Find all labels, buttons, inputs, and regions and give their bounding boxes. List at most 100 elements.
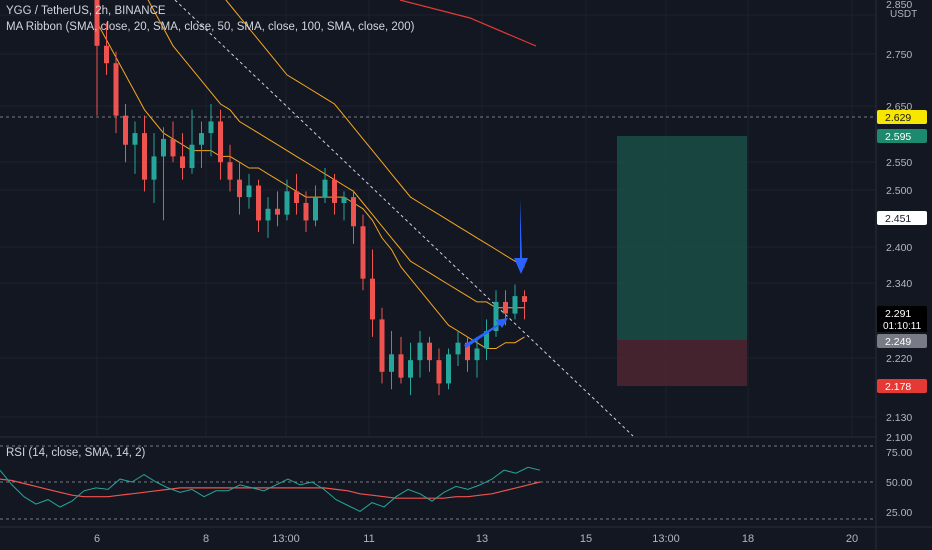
rsi-tick: 75.00 — [886, 447, 912, 459]
candle-body — [522, 296, 527, 302]
tag-2629: 2.629 — [885, 112, 911, 124]
stop-zone — [617, 340, 747, 386]
tag-2249-bg — [877, 334, 927, 348]
price-tick: 2.130 — [886, 412, 912, 424]
annotations — [464, 198, 528, 348]
candle-body — [398, 354, 404, 378]
price-tick: 2.340 — [886, 278, 912, 290]
candle-body — [218, 121, 223, 163]
candle-body — [94, 0, 100, 46]
ma-100-line — [225, 0, 525, 268]
tag-2451-bg — [877, 211, 927, 225]
candle-body — [503, 301, 508, 314]
countdown: 01:10:11 — [883, 321, 922, 332]
time-tick: 11 — [363, 533, 374, 545]
tag-2178: 2.178 — [885, 381, 911, 393]
candle-body — [341, 197, 347, 203]
candle-body — [123, 115, 128, 145]
candle-body — [265, 208, 271, 221]
tag-current-bg — [877, 306, 927, 320]
tag-current: 2.291 — [885, 308, 911, 320]
price-axis: 2.8502.7502.6502.5502.5002.4002.3402.220… — [877, 0, 927, 444]
rsi-line — [0, 466, 541, 512]
candle-body — [303, 202, 309, 221]
ma-20-line — [96, 22, 525, 349]
candle-body — [493, 301, 499, 332]
price-axis-bg — [876, 0, 932, 550]
candle-body — [379, 319, 385, 372]
down-arrow-icon — [514, 198, 528, 274]
target-zone — [617, 136, 747, 340]
candle-body — [227, 162, 233, 180]
rsi-tick: 25.00 — [886, 507, 912, 519]
rsi-title[interactable]: RSI (14, close, SMA, 14, 2) — [6, 447, 146, 459]
indicator-title[interactable]: MA Ribbon (SMA, close, 20, SMA, close, 5… — [6, 21, 415, 33]
candle-body — [322, 179, 328, 198]
candle-body — [256, 185, 261, 221]
candle-body — [189, 144, 195, 169]
candle-body — [370, 278, 375, 320]
time-axis: 6 8 13:00 11 13 15 13:00 18 20 — [94, 533, 858, 545]
candle-body — [313, 197, 318, 221]
candle-body — [161, 138, 166, 157]
time-tick: 18 — [742, 533, 754, 545]
rsi-axis: 75.00 50.00 25.00 — [886, 447, 912, 519]
candle-body — [436, 360, 442, 384]
candle-body — [132, 133, 138, 145]
time-tick: 8 — [203, 533, 209, 545]
time-tick: 15 — [580, 533, 592, 545]
candle-body — [446, 354, 451, 384]
price-tick: 2.220 — [886, 353, 912, 365]
time-tick: 13:00 — [272, 533, 300, 545]
candle-body — [427, 342, 432, 361]
candle-body — [294, 191, 299, 203]
tag-2451: 2.451 — [885, 213, 911, 225]
tag-2595-bg — [877, 129, 927, 143]
candle-body — [351, 197, 356, 227]
candle-body — [170, 138, 176, 157]
tag-2595: 2.595 — [885, 131, 911, 143]
candle-body — [455, 342, 461, 355]
candle-body — [284, 191, 290, 215]
ma-ribbon — [96, 0, 537, 349]
candle-body — [275, 208, 280, 215]
candle-body — [180, 156, 185, 169]
tag-2178-bg — [877, 379, 927, 393]
time-tick: 13:00 — [652, 533, 680, 545]
candle-body — [113, 63, 119, 116]
candle-body — [389, 354, 394, 372]
candle-body — [360, 226, 366, 279]
candle-body — [199, 133, 204, 145]
ma-50-line — [147, 0, 525, 309]
rsi-pane — [0, 466, 541, 512]
candle-body — [151, 156, 157, 180]
candle-body — [465, 342, 470, 361]
price-tick: 2.550 — [886, 157, 912, 169]
candles — [94, 0, 527, 396]
candle-body — [484, 331, 489, 349]
tag-2249: 2.249 — [885, 336, 911, 348]
countdown-bg — [877, 319, 927, 332]
candle-body — [408, 360, 413, 378]
trend-line — [174, 0, 634, 437]
candle-body — [246, 185, 252, 198]
rsi-tick: 50.00 — [886, 477, 912, 489]
ma-200-line — [399, 0, 537, 47]
price-tick: 2.850 — [886, 0, 912, 11]
candle-body — [208, 121, 214, 134]
candle-body — [512, 296, 518, 314]
time-tick: 13 — [476, 533, 488, 545]
price-tick: 2.500 — [886, 185, 912, 197]
candle-body — [332, 179, 337, 203]
candle-body — [104, 45, 109, 64]
price-tick: 2.750 — [886, 49, 912, 61]
symbol-title[interactable]: YGG / TetherUS, 2h, BINANCE — [6, 5, 166, 17]
candle-body — [417, 342, 423, 361]
time-tick: 20 — [846, 533, 858, 545]
time-tick: 6 — [94, 533, 100, 545]
price-tick: 2.100 — [886, 432, 912, 444]
tag-2629-bg — [877, 110, 927, 124]
currency-label: USDT — [890, 9, 917, 20]
up-arrow-icon — [464, 318, 508, 348]
